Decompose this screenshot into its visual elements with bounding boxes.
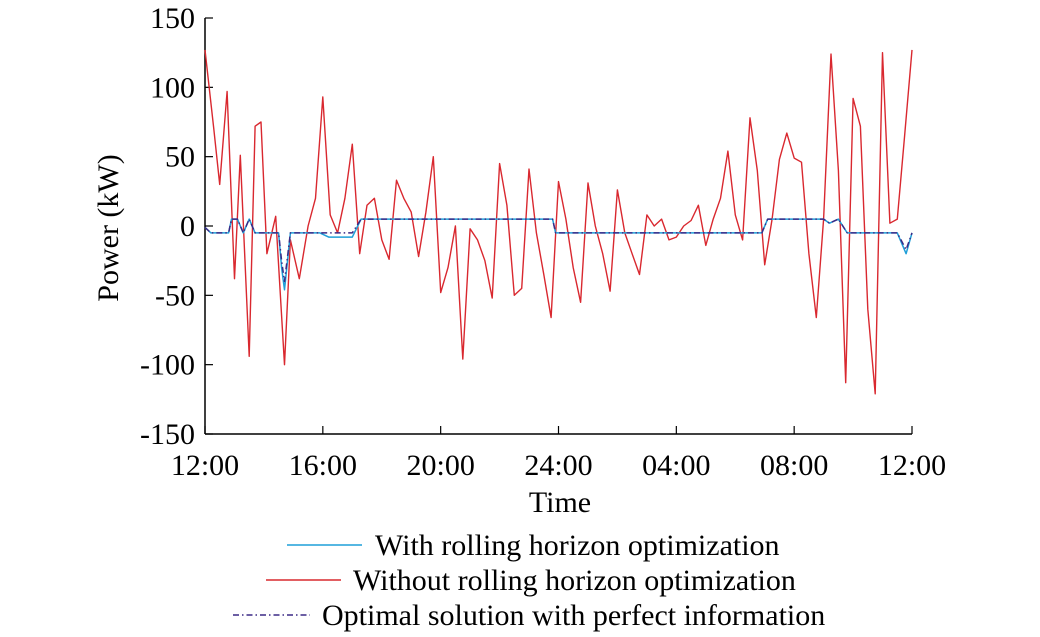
x-tick-label: 04:00 (642, 449, 710, 482)
legend: With rolling horizon optimizationWithout… (233, 529, 825, 632)
x-axis-label: Time (529, 486, 591, 519)
legend-label-2: Without rolling horizon optimization (353, 564, 796, 597)
x-tick-label: 16:00 (289, 449, 357, 482)
y-axis-label: Power (kW) (92, 154, 125, 301)
legend-label-1: With rolling horizon optimization (375, 529, 780, 562)
y-tick-label: 150 (150, 2, 195, 35)
series-line-2 (204, 49, 913, 395)
x-tick-label: 12:00 (171, 449, 239, 482)
y-tick-label: 0 (180, 210, 195, 243)
y-tick-label: -50 (155, 279, 195, 312)
y-tick-label: -150 (140, 418, 195, 451)
x-tick-label: 24:00 (524, 449, 592, 482)
y-tick-label: 100 (150, 71, 195, 104)
y-tick-label: 50 (165, 141, 195, 174)
axes (204, 17, 913, 435)
x-tick-label: 20:00 (406, 449, 474, 482)
series-line-1 (204, 218, 913, 291)
y-tick-label: -100 (140, 349, 195, 382)
x-tick-label: 08:00 (760, 449, 828, 482)
series-layer (204, 49, 913, 395)
legend-label-3: Optimal solution with perfect informatio… (322, 599, 825, 632)
x-tick-label: 12:00 (878, 449, 946, 482)
series-line-3 (204, 218, 913, 283)
